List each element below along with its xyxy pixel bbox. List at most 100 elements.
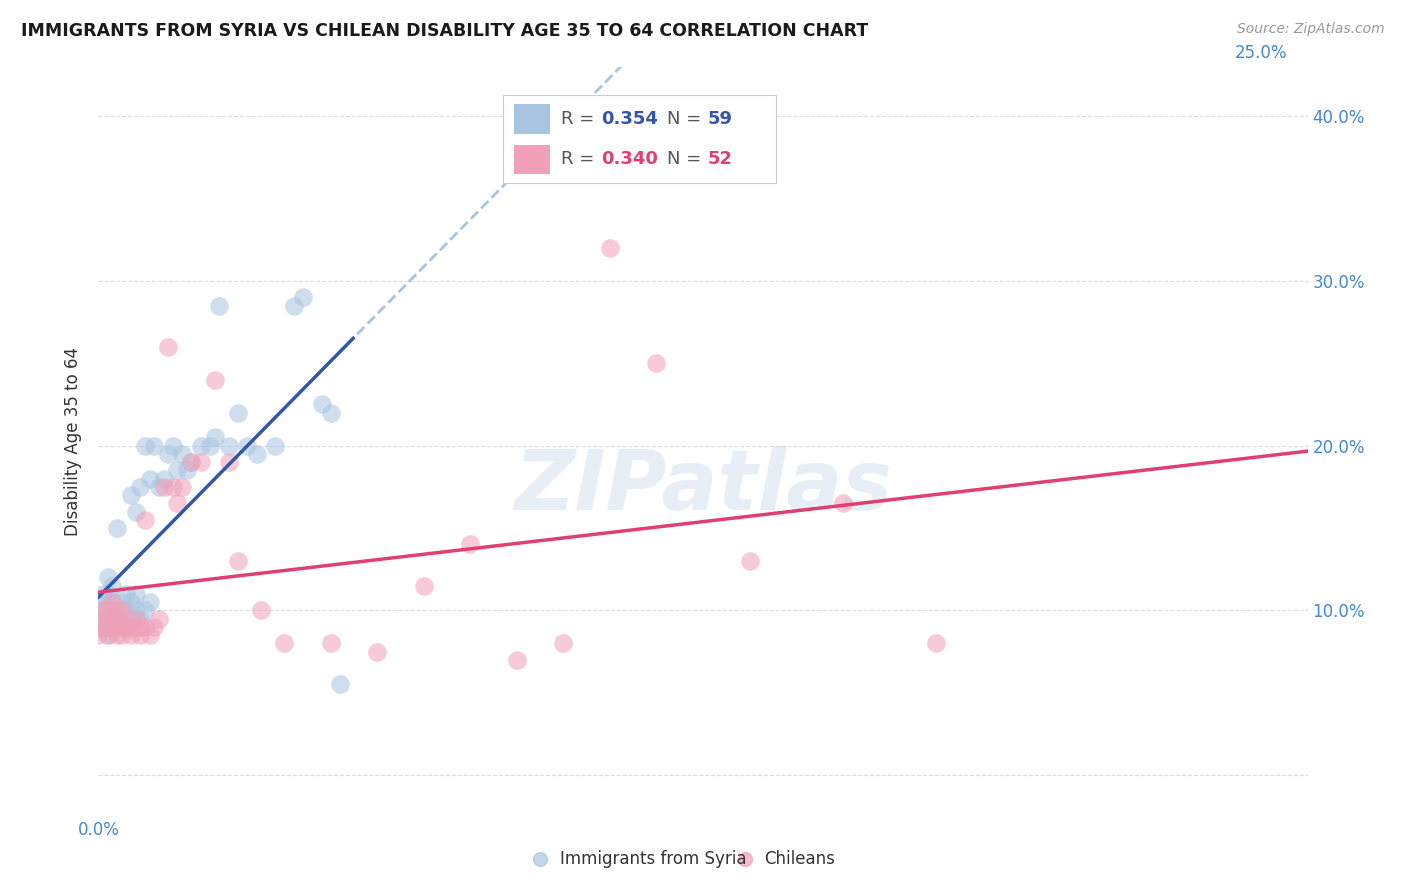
Point [101, 620, 124, 634]
Point [134, 603, 156, 617]
Point [204, 373, 226, 387]
Point [190, 439, 212, 453]
Point [97, 628, 120, 642]
Point [236, 439, 259, 453]
Point [319, 636, 342, 650]
Point [111, 628, 134, 642]
Point [105, 628, 128, 642]
Point [124, 611, 146, 625]
Point [143, 439, 166, 453]
Point [148, 480, 170, 494]
Point [105, 611, 128, 625]
Point [329, 677, 352, 691]
Point [91, 620, 114, 634]
Point [172, 447, 194, 461]
Point [97, 603, 120, 617]
Point [97, 620, 120, 634]
Point [120, 488, 142, 502]
Point [152, 480, 174, 494]
Text: Source: ZipAtlas.com: Source: ZipAtlas.com [1237, 22, 1385, 37]
Point [120, 620, 142, 634]
Point [105, 611, 128, 625]
Point [734, 851, 756, 865]
Point [97, 570, 120, 584]
Point [166, 496, 188, 510]
Point [101, 611, 124, 625]
Point [506, 653, 529, 667]
Point [97, 587, 120, 601]
Point [138, 595, 160, 609]
Point [115, 603, 138, 617]
Point [204, 430, 226, 444]
Point [157, 340, 180, 354]
Point [115, 620, 138, 634]
Point [97, 603, 120, 617]
Y-axis label: Disability Age 35 to 64: Disability Age 35 to 64 [65, 347, 83, 536]
Text: Chileans: Chileans [765, 849, 835, 868]
Point [129, 620, 152, 634]
Point [366, 644, 388, 658]
Point [101, 603, 124, 617]
Point [101, 595, 124, 609]
Point [311, 397, 333, 411]
Point [105, 620, 128, 634]
Point [101, 579, 124, 593]
Point [138, 472, 160, 486]
Point [218, 439, 240, 453]
Point [120, 628, 142, 642]
Point [319, 406, 342, 420]
Point [413, 579, 436, 593]
Point [292, 290, 315, 304]
Point [129, 480, 152, 494]
Point [226, 406, 249, 420]
Text: IMMIGRANTS FROM SYRIA VS CHILEAN DISABILITY AGE 35 TO 64 CORRELATION CHART: IMMIGRANTS FROM SYRIA VS CHILEAN DISABIL… [21, 22, 869, 40]
Point [91, 603, 114, 617]
Point [134, 439, 156, 453]
Point [91, 587, 114, 601]
Point [924, 636, 946, 650]
Point [124, 620, 146, 634]
Point [105, 603, 128, 617]
Point [645, 356, 668, 370]
Point [273, 636, 295, 650]
Point [208, 299, 231, 313]
Point [105, 521, 128, 535]
Point [264, 439, 287, 453]
Text: ZIPatlas: ZIPatlas [515, 446, 891, 527]
Point [283, 299, 305, 313]
Point [599, 241, 621, 255]
Point [129, 611, 152, 625]
Point [91, 603, 114, 617]
Point [111, 611, 134, 625]
Point [120, 611, 142, 625]
Point [115, 587, 138, 601]
Point [180, 455, 202, 469]
Point [111, 603, 134, 617]
Point [111, 595, 134, 609]
Point [176, 463, 198, 477]
Point [157, 447, 180, 461]
Point [148, 611, 170, 625]
Point [198, 439, 221, 453]
Point [124, 504, 146, 518]
Point [152, 472, 174, 486]
Point [91, 611, 114, 625]
Point [124, 587, 146, 601]
Point [162, 439, 184, 453]
Point [97, 620, 120, 634]
Point [87, 620, 110, 634]
Point [180, 455, 202, 469]
Text: Immigrants from Syria: Immigrants from Syria [560, 849, 747, 868]
Point [553, 636, 575, 650]
Point [226, 554, 249, 568]
Point [105, 603, 128, 617]
Point [87, 628, 110, 642]
Point [101, 595, 124, 609]
Point [115, 611, 138, 625]
Point [738, 554, 761, 568]
Point [120, 595, 142, 609]
Point [831, 496, 853, 510]
Point [143, 620, 166, 634]
Point [166, 463, 188, 477]
Point [111, 620, 134, 634]
